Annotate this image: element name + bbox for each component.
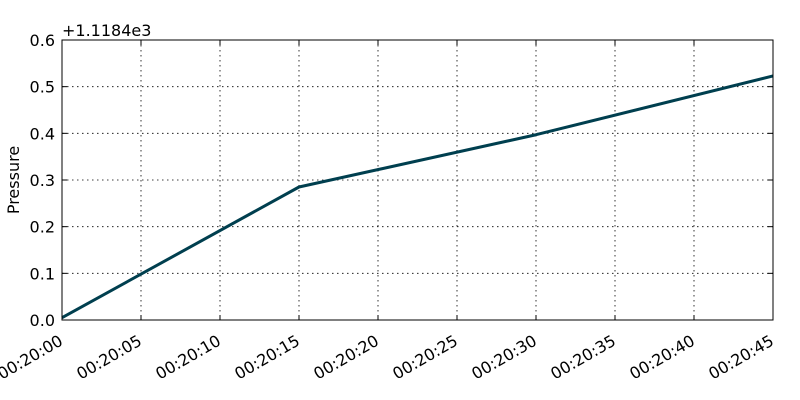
y-axis-label: Pressure [4,146,23,214]
y-tick-label: 0.1 [30,264,55,283]
x-tick-label: 00:20:40 [626,331,698,383]
x-tick-label: 00:20:45 [705,331,777,383]
series-line-0 [61,74,774,319]
y-offset-label: +1.1184e3 [62,21,151,40]
y-tick-label: 0.2 [30,218,55,237]
series-layer [61,74,774,319]
y-tick-label: 0.5 [30,78,55,97]
grid [62,40,773,320]
ticks [61,39,774,321]
x-tick-label: 00:20:20 [310,331,382,383]
x-tick-label: 00:20:00 [0,331,66,383]
x-tick-label: 00:20:15 [231,331,303,383]
x-tick-label: 00:20:10 [152,331,224,383]
y-tick-label: 0.0 [30,311,55,330]
x-tick-labels: 00:20:00 00:20:05 00:20:10 00:20:15 00:20:20… [0,331,777,383]
y-tick-labels: 0.0 0.1 0.2 0.3 0.4 0.5 0.6 [30,31,55,330]
y-tick-label: 0.6 [30,31,55,50]
x-tick-label: 00:20:25 [389,331,461,383]
y-tick-label: 0.4 [30,124,55,143]
x-tick-label: 00:20:30 [468,331,540,383]
x-tick-label: 00:20:35 [547,331,619,383]
y-tick-label: 0.3 [30,171,55,190]
x-tick-label: 00:20:05 [73,331,145,383]
